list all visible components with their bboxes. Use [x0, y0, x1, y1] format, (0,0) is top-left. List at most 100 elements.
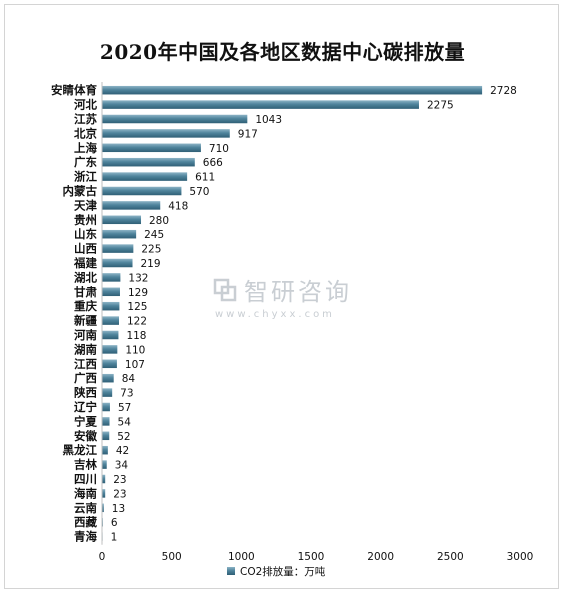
bar	[102, 258, 133, 268]
category-label: 湖北	[74, 270, 97, 284]
data-label: 570	[189, 186, 209, 198]
bar	[102, 417, 110, 426]
bar	[102, 114, 248, 124]
bar	[102, 157, 195, 167]
category-label: 江西	[74, 357, 97, 371]
bar	[102, 489, 106, 498]
data-label: 34	[115, 460, 129, 472]
watermark-url: www.chyxx.com	[215, 309, 335, 320]
category-label: 山东	[74, 227, 97, 241]
data-label: 23	[113, 488, 126, 500]
category-label: 海南	[74, 486, 97, 500]
bar	[102, 402, 110, 412]
category-label: 云南	[74, 501, 97, 515]
watermark-logo-icon	[213, 278, 237, 302]
bar	[102, 431, 110, 441]
category-label: 甘肃	[74, 285, 97, 299]
data-label: 1	[111, 532, 118, 544]
data-label: 42	[116, 445, 129, 457]
bar	[102, 273, 121, 282]
x-tick-label: 3000	[507, 551, 534, 563]
data-label: 73	[120, 388, 133, 400]
bar	[102, 460, 107, 469]
data-label: 418	[168, 200, 188, 212]
data-label: 132	[128, 272, 148, 284]
category-label: 新疆	[74, 314, 97, 328]
category-label: 陕西	[74, 386, 97, 400]
category-label: 天津	[74, 198, 97, 212]
x-tick-label: 500	[162, 551, 182, 563]
bar	[102, 85, 483, 95]
data-label: 6	[111, 517, 118, 529]
category-label: 内蒙古	[63, 184, 98, 198]
data-label: 710	[209, 143, 229, 155]
bar	[102, 215, 142, 225]
legend: CO2排放量：万吨	[227, 565, 326, 578]
bar	[102, 186, 182, 196]
data-label: 2275	[427, 100, 454, 112]
category-label: 广东	[74, 155, 97, 169]
data-label: 125	[127, 301, 147, 313]
chart-title: 2020年中国及各地区数据中心碳排放量	[99, 40, 466, 64]
category-label: 福建	[73, 256, 97, 270]
data-label: 122	[127, 316, 147, 328]
category-label: 青海	[74, 530, 97, 544]
category-label: 河南	[74, 328, 97, 342]
category-label: 河北	[74, 98, 97, 112]
bar	[102, 201, 161, 210]
category-label: 山西	[74, 242, 97, 256]
category-label: 宁夏	[74, 414, 97, 428]
bar	[102, 316, 119, 325]
bar	[102, 229, 137, 239]
category-label: 浙江	[74, 170, 97, 184]
category-label: 广西	[74, 371, 97, 385]
bar	[102, 373, 114, 383]
x-tick-label: 2500	[437, 551, 464, 563]
category-label: 安徽	[74, 429, 97, 443]
data-label: 54	[118, 416, 132, 428]
data-label: 245	[144, 229, 164, 241]
bar	[102, 445, 108, 455]
legend-label: CO2排放量：万吨	[240, 565, 326, 578]
data-label: 666	[203, 157, 223, 169]
category-label: 四川	[74, 472, 97, 486]
data-label: 118	[126, 330, 146, 342]
bar	[102, 244, 134, 253]
bar	[102, 345, 118, 354]
category-label: 江苏	[74, 112, 97, 126]
bar	[102, 129, 230, 138]
category-label: 贵州	[74, 213, 97, 227]
category-label: 湖南	[74, 342, 97, 356]
data-label: 611	[195, 172, 215, 184]
category-label: 黑龙江	[63, 443, 98, 457]
category-label: 北京	[74, 126, 97, 140]
data-label: 57	[118, 402, 131, 414]
bar	[102, 172, 188, 181]
data-label: 917	[238, 128, 258, 140]
data-label: 1043	[255, 114, 282, 126]
bar	[102, 330, 119, 340]
data-label: 225	[141, 244, 161, 256]
bar	[102, 287, 120, 297]
data-label: 2728	[490, 85, 517, 97]
watermark: 智研咨询 www.chyxx.com	[213, 278, 352, 320]
data-label: 52	[117, 431, 130, 443]
category-label: 上海	[74, 141, 97, 155]
bar	[102, 474, 106, 484]
x-tick-label: 1500	[298, 551, 325, 563]
x-tick-label: 2000	[367, 551, 394, 563]
category-label: 安睛体育	[51, 83, 97, 97]
bar	[102, 143, 201, 153]
category-label: 西藏	[74, 515, 97, 529]
data-label: 280	[149, 215, 169, 227]
data-label: 13	[112, 503, 125, 515]
watermark-text: 智研咨询	[244, 278, 352, 306]
x-tick-label: 0	[99, 551, 106, 563]
x-tick-label: 1000	[228, 551, 255, 563]
bar	[102, 100, 419, 109]
data-label: 219	[141, 258, 161, 270]
data-label: 129	[128, 287, 148, 299]
data-label: 84	[122, 373, 136, 385]
bar	[102, 301, 120, 311]
